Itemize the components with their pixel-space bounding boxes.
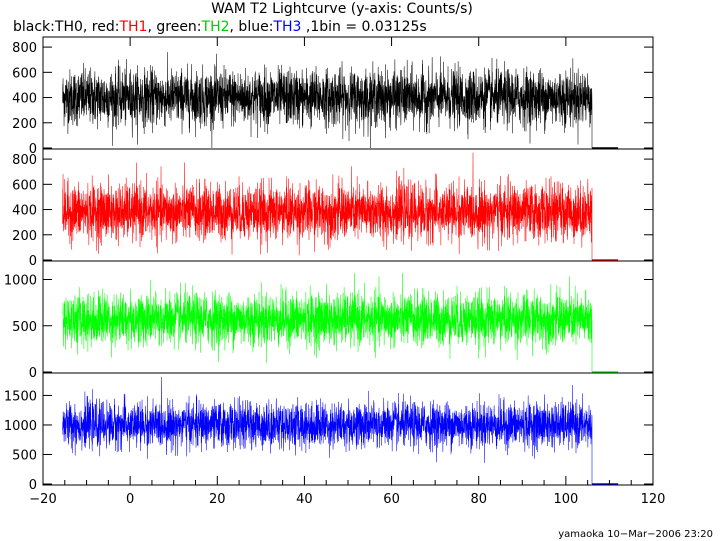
y-tick-label: 200 — [12, 229, 37, 244]
y-tick-label: 400 — [12, 204, 37, 219]
x-tick-label: −20 — [29, 492, 56, 507]
x-tick-label: 100 — [553, 492, 578, 507]
legend-bin-size: ,1bin = 0.03125s — [301, 19, 426, 35]
panels-group: 0200400600800020040060080005001000050010… — [4, 36, 654, 493]
series-line-th3 — [62, 376, 593, 484]
footer-credit: yamaoka 10−Mar−2006 23:20 — [558, 529, 713, 540]
series-line-th0 — [62, 52, 593, 149]
y-tick-label: 200 — [12, 117, 37, 132]
chart-title: WAM T2 Lightcurve (y-axis: Counts/s) — [211, 1, 473, 17]
y-tick-label: 600 — [12, 66, 37, 81]
y-tick-label: 1500 — [4, 389, 37, 404]
x-tick-label: 80 — [470, 492, 487, 507]
panel-th3: 0 500 1000 1500 — [4, 372, 654, 493]
y-tick-label: 500 — [12, 320, 37, 335]
y-tick-label: 400 — [12, 92, 37, 107]
legend-entry-th0: TH0 — [54, 19, 83, 35]
legend-entry-th1: TH1 — [118, 19, 147, 35]
x-tick-label: 20 — [209, 492, 226, 507]
series-line-th1 — [62, 152, 593, 260]
y-tick-label: 800 — [12, 41, 37, 56]
x-tick-label: 60 — [383, 492, 400, 507]
series-legend: black:TH0, red:TH1, green:TH2, blue:TH3 … — [13, 19, 427, 35]
y-tick-label: 0 — [29, 254, 37, 269]
y-tick-label: 0 — [29, 366, 37, 381]
legend-label-0: black: — [13, 19, 55, 35]
x-tick-label: 40 — [296, 492, 313, 507]
y-tick-label: 800 — [12, 153, 37, 168]
y-tick-label: 600 — [12, 178, 37, 193]
x-tick-label: 120 — [641, 492, 666, 507]
legend-entry-th3: TH3 — [272, 19, 301, 35]
panel-th2: 0 500 1000 — [4, 260, 654, 381]
y-tick-label: 1000 — [4, 274, 37, 289]
x-tick-label: 0 — [126, 492, 134, 507]
y-tick-label: 0 — [29, 142, 37, 157]
legend-entry-th2: TH2 — [201, 19, 230, 35]
y-tick-label: 0 — [29, 478, 37, 493]
legend-label-3: , blue: — [230, 19, 274, 35]
x-axis: −20 0 20 40 60 80 100 120 — [29, 37, 665, 507]
panel-th0: 0 200 400 600 800 — [12, 36, 654, 157]
panel-th1: 0 200 400 600 800 — [12, 148, 654, 269]
legend-label-2: , green: — [147, 19, 201, 35]
series-line-th2 — [62, 272, 593, 372]
y-tick-label: 1000 — [4, 419, 37, 434]
legend-label-1: , red: — [83, 19, 120, 35]
y-tick-label: 500 — [12, 448, 37, 463]
